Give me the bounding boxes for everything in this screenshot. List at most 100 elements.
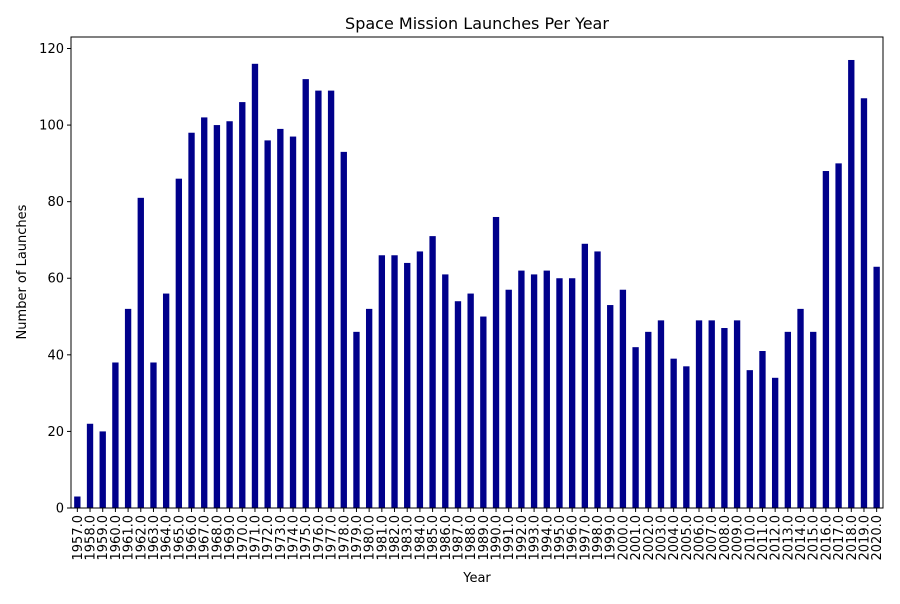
bar-2004.0 — [670, 358, 677, 508]
bar-2010.0 — [746, 370, 753, 508]
x-tick-label: 1962.0 — [134, 515, 149, 561]
x-tick-label: 1957.0 — [71, 515, 86, 561]
x-tick-label: 1958.0 — [84, 515, 99, 561]
x-tick-label: 1964.0 — [160, 515, 175, 561]
bar-1990.0 — [492, 216, 500, 509]
x-tick-label: 2016.0 — [819, 515, 834, 561]
x-tick-label: 2015.0 — [807, 515, 822, 561]
x-tick-label: 1975.0 — [299, 515, 314, 561]
bar-1993.0 — [530, 274, 538, 508]
bar-1970.0 — [239, 102, 246, 508]
bars-group — [74, 59, 880, 509]
x-tick-label: 1974.0 — [287, 515, 302, 561]
y-tick-label: 100 — [39, 119, 64, 134]
bar-1987.0 — [454, 301, 462, 508]
bar-1974.0 — [289, 136, 297, 508]
bar-2011.0 — [759, 351, 766, 508]
plot-frame — [70, 36, 884, 509]
x-tick-label: 1973.0 — [274, 515, 289, 561]
bar-1997.0 — [581, 243, 589, 508]
bar-1981.0 — [378, 255, 386, 508]
x-tick-label: 1991.0 — [502, 515, 517, 561]
bar-1968.0 — [213, 125, 221, 508]
x-tick-label: 1986.0 — [439, 515, 454, 561]
bar-1957.0 — [74, 496, 81, 508]
x-tick-label: 1981.0 — [375, 515, 390, 561]
x-tick-label: 2002.0 — [642, 515, 657, 561]
x-axis-ticks: 1957.01958.01959.01960.01961.01962.01963… — [71, 508, 885, 561]
y-tick-label: 40 — [47, 348, 64, 363]
x-tick-label: 2019.0 — [857, 515, 872, 561]
y-axis-label: Number of Launches — [15, 204, 30, 339]
x-tick-label: 1960.0 — [109, 515, 124, 561]
x-tick-label: 2006.0 — [693, 515, 708, 561]
bar-1999.0 — [607, 305, 614, 508]
x-tick-label: 1989.0 — [477, 515, 492, 561]
bar-1982.0 — [391, 255, 398, 508]
x-tick-label: 1966.0 — [185, 515, 200, 561]
bar-2008.0 — [721, 328, 728, 508]
bar-1983.0 — [404, 262, 411, 508]
x-tick-label: 2000.0 — [616, 515, 631, 561]
bar-1992.0 — [518, 270, 525, 508]
bar-2015.0 — [810, 331, 817, 508]
x-tick-label: 2004.0 — [667, 515, 682, 561]
x-tick-label: 1976.0 — [312, 515, 327, 561]
bar-2005.0 — [683, 366, 690, 508]
x-tick-label: 1999.0 — [604, 515, 619, 561]
bar-1973.0 — [277, 128, 284, 508]
bar-1977.0 — [327, 90, 335, 509]
bar-1991.0 — [505, 289, 512, 508]
bar-1995.0 — [556, 278, 563, 508]
x-tick-label: 2020.0 — [870, 515, 885, 561]
bar-1989.0 — [480, 316, 487, 508]
x-tick-label: 1995.0 — [553, 515, 568, 561]
x-tick-label: 1971.0 — [248, 515, 263, 561]
x-tick-label: 2017.0 — [832, 515, 847, 561]
bar-2019.0 — [860, 98, 868, 509]
y-axis-ticks: 0 20 40 60 80 100 120 — [39, 42, 71, 517]
x-tick-label: 1979.0 — [350, 515, 365, 561]
bar-2007.0 — [708, 320, 715, 508]
bar-2006.0 — [695, 320, 703, 508]
x-tick-label: 1982.0 — [388, 515, 403, 561]
x-tick-label: 2005.0 — [680, 515, 695, 561]
bar-2016.0 — [822, 171, 830, 508]
bar-1965.0 — [175, 178, 183, 508]
x-tick-label: 1969.0 — [223, 515, 238, 561]
x-tick-label: 1983.0 — [401, 515, 416, 561]
bar-1964.0 — [162, 293, 170, 508]
bar-1980.0 — [365, 308, 373, 508]
bar-1984.0 — [416, 251, 424, 508]
x-tick-label: 1978.0 — [337, 515, 352, 561]
x-tick-label: 2011.0 — [756, 515, 771, 561]
x-tick-label: 1990.0 — [490, 515, 505, 561]
bar-1986.0 — [442, 274, 449, 508]
x-tick-label: 1965.0 — [172, 515, 187, 561]
bar-1978.0 — [340, 151, 347, 508]
bar-1963.0 — [150, 362, 157, 508]
bar-2009.0 — [733, 320, 741, 508]
bar-1988.0 — [467, 293, 474, 508]
x-tick-label: 1968.0 — [210, 515, 225, 561]
x-tick-label: 1997.0 — [578, 515, 593, 561]
bar-1998.0 — [594, 251, 601, 508]
x-tick-label: 1994.0 — [540, 515, 555, 561]
x-tick-label: 2009.0 — [731, 515, 746, 561]
x-tick-label: 2010.0 — [743, 515, 758, 561]
x-tick-label: 2012.0 — [769, 515, 784, 561]
y-tick-label: 0 — [56, 502, 64, 517]
x-tick-label: 1972.0 — [261, 515, 276, 561]
x-tick-label: 1963.0 — [147, 515, 162, 561]
bar-1976.0 — [315, 90, 322, 509]
bar-1985.0 — [429, 236, 436, 508]
x-tick-label: 1980.0 — [363, 515, 378, 561]
bar-1975.0 — [302, 79, 309, 509]
y-tick-label: 120 — [39, 42, 64, 57]
x-tick-label: 1998.0 — [591, 515, 606, 561]
x-tick-label: 2007.0 — [705, 515, 720, 561]
x-axis-label: Year — [462, 571, 491, 586]
x-tick-label: 1987.0 — [451, 515, 466, 561]
x-tick-label: 1959.0 — [96, 515, 111, 561]
